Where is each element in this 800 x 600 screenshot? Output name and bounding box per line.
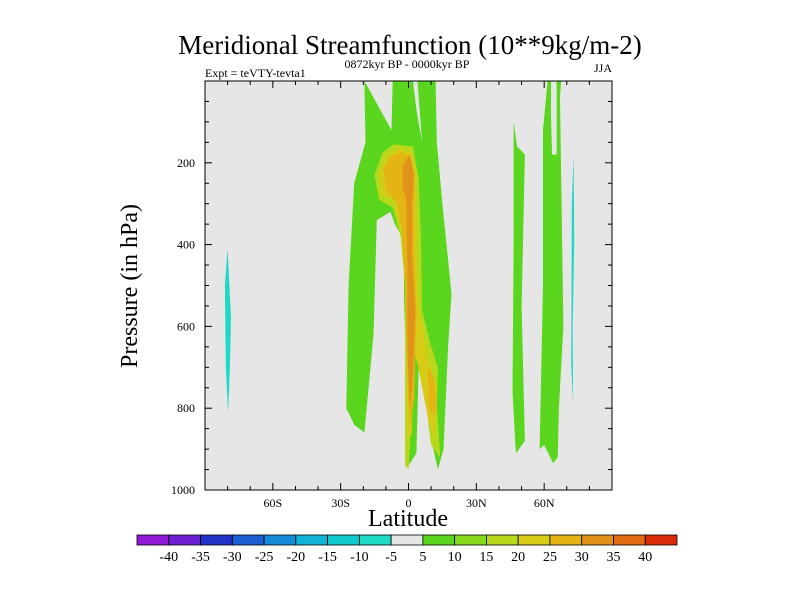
x-tick-label: 60S bbox=[263, 496, 282, 510]
colorbar-label: -15 bbox=[318, 550, 337, 565]
colorbar-swatch bbox=[549, 534, 583, 546]
colorbar-label: 40 bbox=[638, 550, 652, 565]
colorbar-swatch bbox=[136, 534, 170, 546]
colorbar-swatch bbox=[581, 534, 614, 546]
colorbar-label: 35 bbox=[606, 550, 620, 565]
colorbar-swatch bbox=[613, 534, 646, 546]
x-tick-label: 60N bbox=[534, 496, 555, 510]
colorbar-label: 25 bbox=[543, 550, 557, 565]
colorbar-label: 15 bbox=[479, 550, 493, 565]
colorbar-swatch bbox=[295, 534, 328, 546]
colorbar-label: -20 bbox=[286, 550, 305, 565]
period-label: 0872kyr BP - 0000kyr BP bbox=[345, 57, 470, 71]
contour-region-orange-patch-north bbox=[427, 367, 437, 417]
colorbar-swatch bbox=[168, 534, 201, 546]
season-label: JJA bbox=[594, 61, 612, 75]
colorbar-swatch bbox=[422, 534, 456, 546]
x-tick-label: 30N bbox=[466, 496, 487, 510]
colorbar-swatch bbox=[231, 534, 265, 546]
colorbar-swatch bbox=[390, 534, 424, 546]
y-tick-label: 200 bbox=[177, 156, 195, 170]
colorbar-swatch bbox=[517, 534, 551, 546]
colorbar-label: 10 bbox=[448, 550, 462, 565]
colorbar-label: -40 bbox=[159, 550, 178, 565]
colorbar-swatch bbox=[358, 534, 392, 546]
y-tick-label: 400 bbox=[177, 238, 195, 252]
chart-title: Meridional Streamfunction (10**9kg/m-2) bbox=[178, 30, 641, 60]
colorbar-label: -30 bbox=[223, 550, 242, 565]
y-axis-label: Pressure (in hPa) bbox=[117, 204, 143, 368]
colorbar-label: -10 bbox=[350, 550, 369, 565]
colorbar-label: 20 bbox=[511, 550, 525, 565]
colorbar-swatch bbox=[454, 534, 487, 546]
colorbar-label: -25 bbox=[255, 550, 274, 565]
x-axis-label: Latitude bbox=[368, 506, 448, 532]
contour-region-dark-orange-core bbox=[402, 154, 416, 409]
y-tick-label: 600 bbox=[177, 319, 195, 333]
colorbar-swatch bbox=[263, 534, 297, 546]
colorbar-label: -5 bbox=[385, 550, 397, 565]
x-tick-label: 0 bbox=[406, 496, 412, 510]
contour-regions bbox=[224, 81, 575, 470]
y-tick-label: 800 bbox=[177, 401, 195, 415]
axis-ticks: 60S 30S 0 30N 60N 200 400 600 800 1000 bbox=[171, 81, 612, 510]
colorbar-swatch bbox=[486, 534, 519, 546]
contour-region-cyan-band-south bbox=[224, 248, 231, 413]
x-tick-label: 30S bbox=[331, 496, 350, 510]
contour-region-green-north-band-b bbox=[539, 81, 564, 464]
contour-region-grey-hole-north bbox=[551, 81, 557, 155]
y-tick-label: 1000 bbox=[171, 483, 195, 497]
colorbar-swatch bbox=[200, 534, 233, 546]
contour-region-green-north-band-a bbox=[512, 121, 525, 454]
colorbar-swatch bbox=[327, 534, 360, 546]
colorbar-swatch bbox=[644, 534, 678, 546]
colorbar-label: 30 bbox=[575, 550, 589, 565]
colorbar: -40 -35 -30 -25 -20 -15 -10 -5 5 10 15 20 25 30 35 40 bbox=[136, 534, 678, 565]
experiment-label: Expt = teVTY-tevta1 bbox=[205, 66, 306, 80]
colorbar-label: 5 bbox=[419, 550, 426, 565]
contour-region-cyan-band-north bbox=[571, 154, 575, 405]
colorbar-label: -35 bbox=[191, 550, 210, 565]
